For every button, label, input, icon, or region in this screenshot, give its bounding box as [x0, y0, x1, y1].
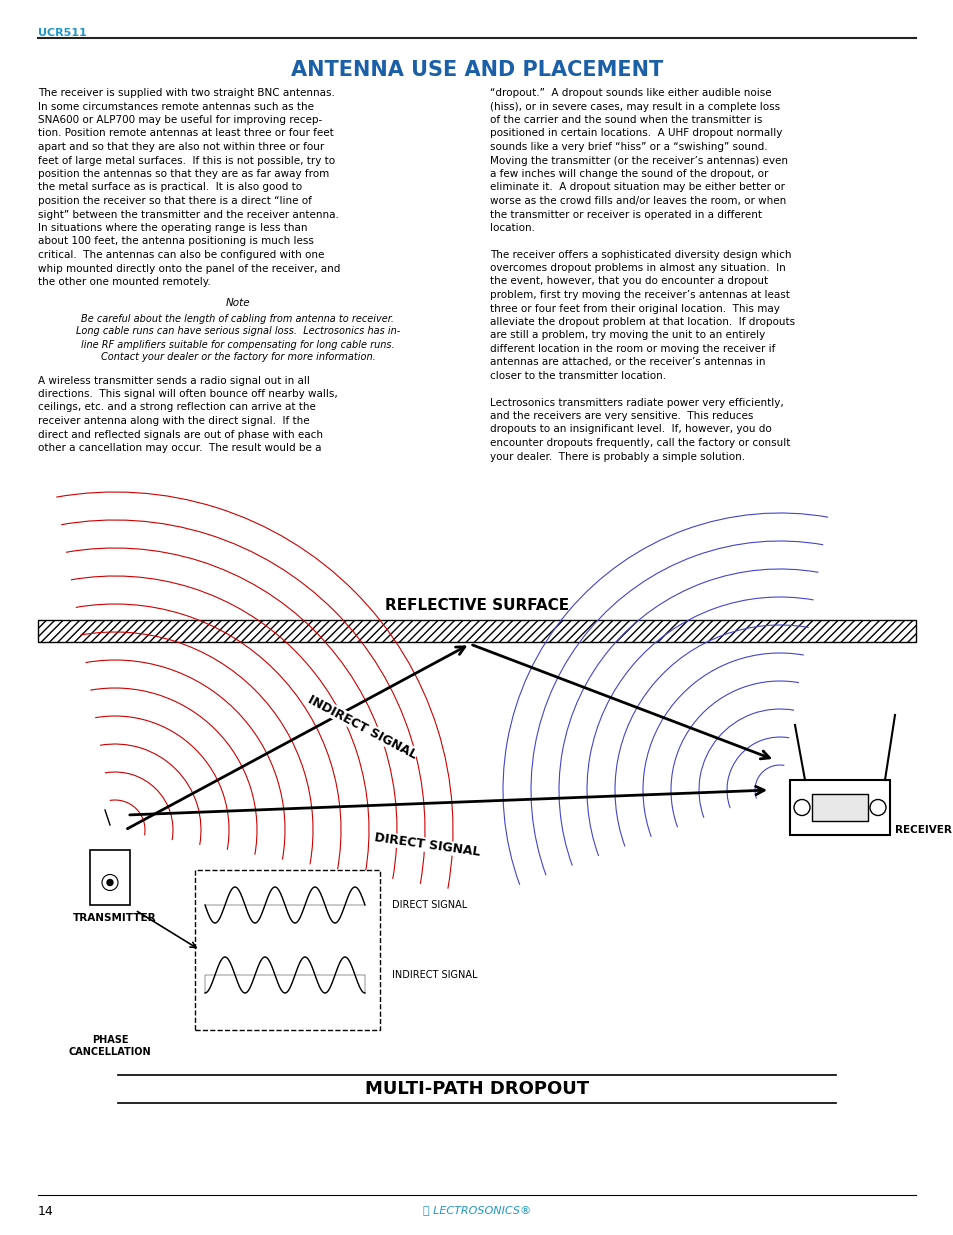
Text: Long cable runs can have serious signal loss.  Lectrosonics has in-: Long cable runs can have serious signal … — [76, 326, 399, 336]
Text: The receiver offers a sophisticated diversity design which: The receiver offers a sophisticated dive… — [490, 249, 791, 259]
Text: critical.  The antennas can also be configured with one: critical. The antennas can also be confi… — [38, 249, 324, 261]
Text: a few inches will change the sound of the dropout, or: a few inches will change the sound of th… — [490, 169, 767, 179]
Bar — [90, 850, 130, 905]
Text: dropouts to an insignificant level.  If, however, you do: dropouts to an insignificant level. If, … — [490, 425, 771, 435]
Text: location.: location. — [490, 224, 535, 233]
Circle shape — [107, 879, 112, 885]
Text: antennas are attached, or the receiver’s antennas in: antennas are attached, or the receiver’s… — [490, 357, 764, 368]
Text: the transmitter or receiver is operated in a different: the transmitter or receiver is operated … — [490, 210, 761, 220]
Text: other a cancellation may occur.  The result would be a: other a cancellation may occur. The resu… — [38, 443, 321, 453]
Text: worse as the crowd fills and/or leaves the room, or when: worse as the crowd fills and/or leaves t… — [490, 196, 785, 206]
Text: Be careful about the length of cabling from antenna to receiver.: Be careful about the length of cabling f… — [81, 314, 395, 324]
Text: position the antennas so that they are as far away from: position the antennas so that they are a… — [38, 169, 329, 179]
Text: The receiver is supplied with two straight BNC antennas.: The receiver is supplied with two straig… — [38, 88, 335, 98]
Text: TRANSMITTER: TRANSMITTER — [73, 913, 156, 923]
Text: receiver antenna along with the direct signal.  If the: receiver antenna along with the direct s… — [38, 416, 310, 426]
Text: PHASE
CANCELLATION: PHASE CANCELLATION — [69, 1035, 152, 1057]
Text: ceilings, etc. and a strong reflection can arrive at the: ceilings, etc. and a strong reflection c… — [38, 403, 315, 412]
Text: Lectrosonics transmitters radiate power very efficiently,: Lectrosonics transmitters radiate power … — [490, 398, 783, 408]
Text: alleviate the dropout problem at that location.  If dropouts: alleviate the dropout problem at that lo… — [490, 317, 794, 327]
Text: Contact your dealer or the factory for more information.: Contact your dealer or the factory for m… — [100, 352, 375, 363]
Text: the event, however, that you do encounter a dropout: the event, however, that you do encounte… — [490, 277, 767, 287]
Text: overcomes dropout problems in almost any situation.  In: overcomes dropout problems in almost any… — [490, 263, 785, 273]
Text: sight” between the transmitter and the receiver antenna.: sight” between the transmitter and the r… — [38, 210, 338, 220]
Text: apart and so that they are also not within three or four: apart and so that they are also not with… — [38, 142, 324, 152]
Bar — [789, 781, 889, 835]
Text: feet of large metal surfaces.  If this is not possible, try to: feet of large metal surfaces. If this is… — [38, 156, 335, 165]
Text: Note: Note — [226, 299, 250, 309]
Bar — [811, 794, 867, 821]
Text: encounter dropouts frequently, call the factory or consult: encounter dropouts frequently, call the … — [490, 438, 789, 448]
Text: closer to the transmitter location.: closer to the transmitter location. — [490, 370, 665, 382]
Text: problem, first try moving the receiver’s antennas at least: problem, first try moving the receiver’s… — [490, 290, 789, 300]
Text: SNA600 or ALP700 may be useful for improving recep-: SNA600 or ALP700 may be useful for impro… — [38, 115, 322, 125]
Text: direct and reflected signals are out of phase with each: direct and reflected signals are out of … — [38, 430, 323, 440]
Text: DIRECT SIGNAL: DIRECT SIGNAL — [374, 831, 480, 858]
Text: A wireless transmitter sends a radio signal out in all: A wireless transmitter sends a radio sig… — [38, 375, 310, 385]
Text: Ⓛ LECTROSONICS®: Ⓛ LECTROSONICS® — [422, 1205, 531, 1215]
Text: of the carrier and the sound when the transmitter is: of the carrier and the sound when the tr… — [490, 115, 761, 125]
Text: three or four feet from their original location.  This may: three or four feet from their original l… — [490, 304, 779, 314]
Text: Moving the transmitter (or the receiver’s antennas) even: Moving the transmitter (or the receiver’… — [490, 156, 787, 165]
Text: eliminate it.  A dropout situation may be either better or: eliminate it. A dropout situation may be… — [490, 183, 784, 193]
Text: UCR511: UCR511 — [38, 28, 87, 38]
Bar — [38, 620, 915, 642]
Text: and the receivers are very sensitive.  This reduces: and the receivers are very sensitive. Th… — [490, 411, 753, 421]
Text: the metal surface as is practical.  It is also good to: the metal surface as is practical. It is… — [38, 183, 302, 193]
Text: tion. Position remote antennas at least three or four feet: tion. Position remote antennas at least … — [38, 128, 334, 138]
Text: position the receiver so that there is a direct “line of: position the receiver so that there is a… — [38, 196, 312, 206]
Text: sounds like a very brief “hiss” or a “swishing” sound.: sounds like a very brief “hiss” or a “sw… — [490, 142, 767, 152]
Text: REFLECTIVE SURFACE: REFLECTIVE SURFACE — [384, 598, 569, 613]
Text: INDIRECT SIGNAL: INDIRECT SIGNAL — [305, 693, 418, 761]
Text: whip mounted directly onto the panel of the receiver, and: whip mounted directly onto the panel of … — [38, 263, 340, 273]
Text: different location in the room or moving the receiver if: different location in the room or moving… — [490, 345, 775, 354]
Text: are still a problem, try moving the unit to an entirely: are still a problem, try moving the unit… — [490, 331, 764, 341]
Text: 14: 14 — [38, 1205, 53, 1218]
Text: about 100 feet, the antenna positioning is much less: about 100 feet, the antenna positioning … — [38, 236, 314, 247]
Text: In situations where the operating range is less than: In situations where the operating range … — [38, 224, 307, 233]
Text: INDIRECT SIGNAL: INDIRECT SIGNAL — [392, 969, 477, 981]
Text: line RF amplifiers suitable for compensating for long cable runs.: line RF amplifiers suitable for compensa… — [81, 340, 395, 350]
Text: your dealer.  There is probably a simple solution.: your dealer. There is probably a simple … — [490, 452, 744, 462]
Text: “dropout.”  A dropout sounds like either audible noise: “dropout.” A dropout sounds like either … — [490, 88, 771, 98]
Text: DIRECT SIGNAL: DIRECT SIGNAL — [392, 900, 467, 910]
Text: In some circumstances remote antennas such as the: In some circumstances remote antennas su… — [38, 101, 314, 111]
Text: directions.  This signal will often bounce off nearby walls,: directions. This signal will often bounc… — [38, 389, 337, 399]
Text: (hiss), or in severe cases, may result in a complete loss: (hiss), or in severe cases, may result i… — [490, 101, 780, 111]
Bar — [194, 869, 379, 1030]
Text: positioned in certain locations.  A UHF dropout normally: positioned in certain locations. A UHF d… — [490, 128, 781, 138]
Text: MULTI-PATH DROPOUT: MULTI-PATH DROPOUT — [365, 1079, 588, 1098]
Text: RECEIVER: RECEIVER — [894, 825, 951, 835]
Text: the other one mounted remotely.: the other one mounted remotely. — [38, 277, 211, 287]
Text: ANTENNA USE AND PLACEMENT: ANTENNA USE AND PLACEMENT — [291, 61, 662, 80]
